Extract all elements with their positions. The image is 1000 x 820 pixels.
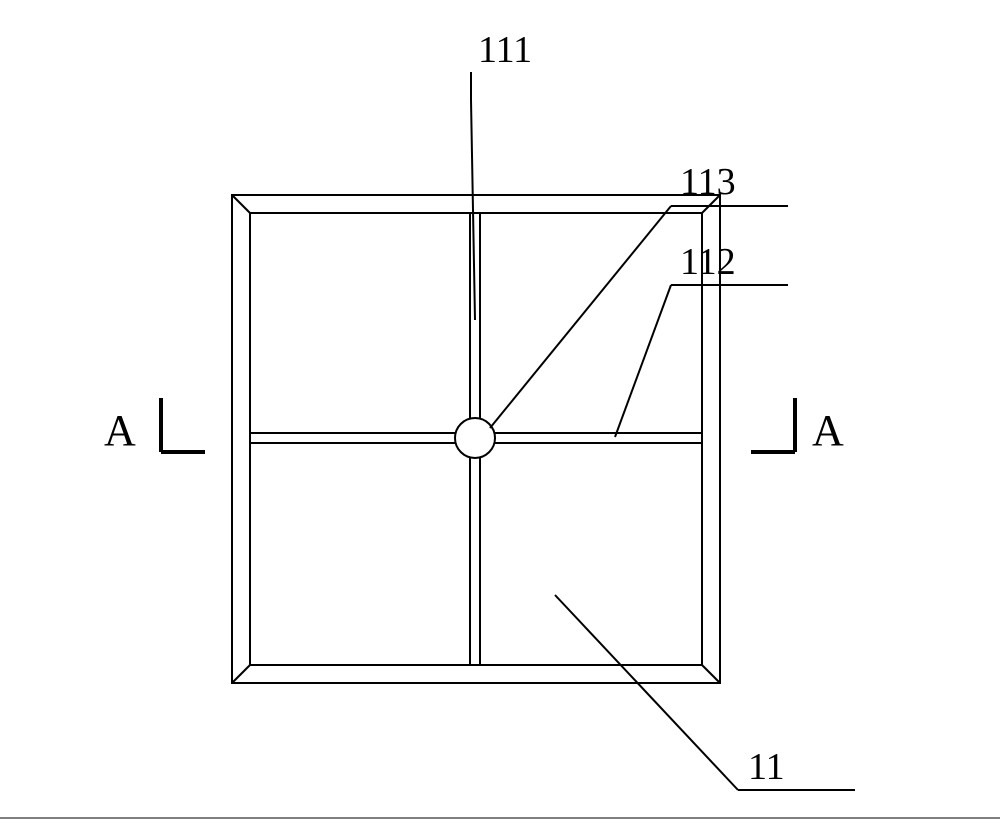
- bevel-tl: [232, 195, 250, 213]
- section-label-a-left: A: [104, 405, 136, 456]
- leader-113-b: [490, 206, 671, 428]
- bevel-bl: [232, 665, 250, 683]
- callout-111: 111: [478, 28, 532, 72]
- bevel-br: [702, 665, 720, 683]
- engineering-diagram: [0, 0, 1000, 820]
- leader-111-b: [471, 100, 475, 320]
- leader-11-b: [555, 595, 738, 790]
- callout-113: 113: [680, 160, 736, 204]
- leader-112-b: [615, 285, 671, 437]
- section-label-a-right: A: [812, 405, 844, 456]
- center-hub: [455, 418, 495, 458]
- callout-11: 11: [748, 745, 785, 789]
- callout-112: 112: [680, 240, 736, 284]
